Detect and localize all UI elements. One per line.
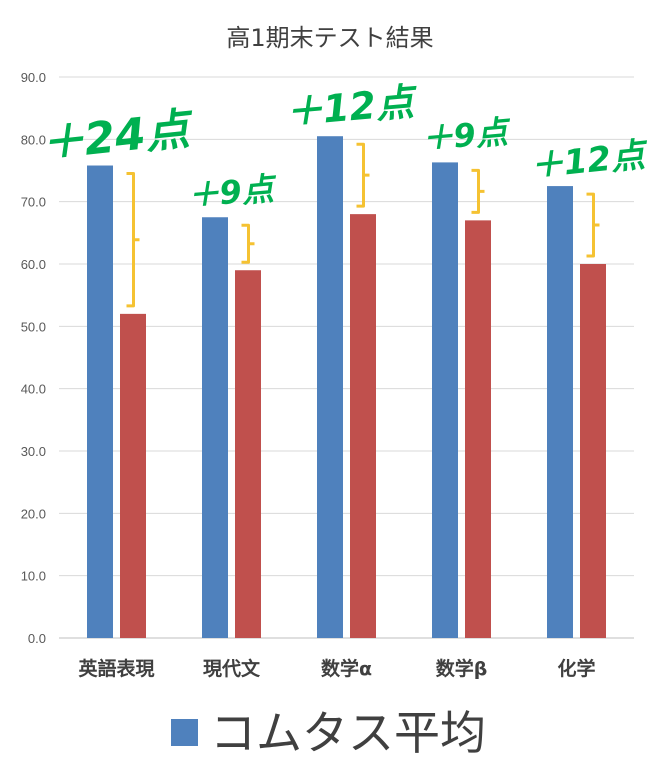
difference-label: ＋9点 [420,112,513,158]
y-tick-label: 40.0 [21,382,46,397]
x-tick-label: 英語表現 [78,657,154,680]
bar-comparison [235,270,261,638]
bar-comtas-average [547,186,573,639]
bar-comparison [580,264,606,638]
x-tick-label: 数学α [321,657,372,680]
difference-bracket [356,142,370,208]
x-axis-labels: 英語表現 現代文 数学α 数学β 化学 [78,657,595,680]
y-tick-label: 20.0 [21,506,46,521]
y-tick-label: 80.0 [21,132,46,147]
legend: コムタス平均 [171,706,486,760]
y-tick-label: 0.0 [28,631,46,646]
gridlines [59,76,634,639]
y-tick-label: 50.0 [21,319,46,334]
difference-annotations: ＋24点＋9点＋12点＋9点 ＋12点 [38,79,651,215]
legend-swatch [171,719,198,746]
y-tick-label: 90.0 [21,70,46,85]
x-tick-label: 数学β [436,657,488,680]
legend-label: コムタス平均 [210,706,486,760]
difference-label: ＋12点 [528,135,651,187]
difference-bracket [126,172,140,308]
bars [87,136,606,639]
bar-comtas-average [432,162,458,638]
x-tick-label: 現代文 [203,657,261,680]
chart-title: 高1期末テスト結果 [226,24,433,52]
y-tick-label: 10.0 [21,569,46,584]
difference-bracket [241,223,255,264]
difference-label: ＋24点 [38,103,198,170]
bar-comtas-average [87,165,113,638]
x-tick-label: 化学 [557,657,595,680]
difference-brackets [126,142,600,308]
difference-label: ＋12点 [283,79,420,135]
y-tick-label: 60.0 [21,257,46,272]
y-tick-label: 70.0 [21,195,46,210]
bar-comparison [465,220,491,638]
bar-comtas-average [317,136,343,638]
difference-label: ＋9点 [186,169,279,215]
y-axis-ticks: 0.0 10.0 20.0 30.0 40.0 50.0 60.0 70.0 80.0 90.0 [21,70,46,646]
bar-comtas-average [202,217,228,638]
y-tick-label: 30.0 [21,444,46,459]
bar-comparison [350,214,376,638]
difference-bracket [471,168,485,214]
bar-comparison [120,313,146,638]
difference-bracket [586,192,600,258]
